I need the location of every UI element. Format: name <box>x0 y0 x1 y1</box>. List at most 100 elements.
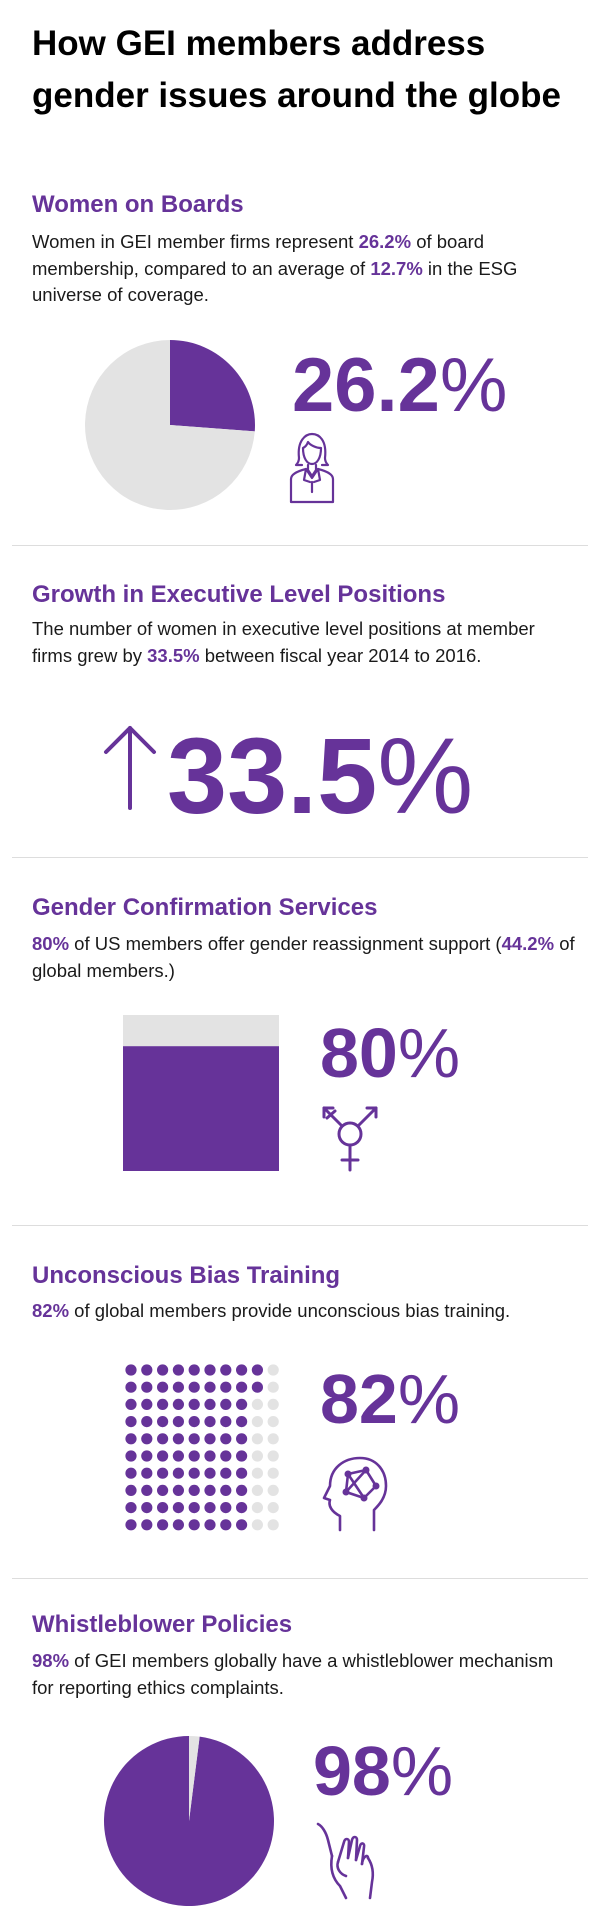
section-heading-women-on-boards: Women on Boards <box>32 191 244 218</box>
dot <box>220 1433 232 1445</box>
dot <box>125 1398 137 1410</box>
gender-confirmation-bar-chart <box>123 1015 279 1171</box>
text-part: between fiscal year 2014 to 2016. <box>199 644 482 666</box>
dot <box>220 1364 232 1376</box>
dot <box>188 1433 200 1445</box>
whistleblower-pie-chart <box>104 1736 275 1906</box>
big-number-value: 80 <box>320 1014 398 1092</box>
section-divider <box>12 857 588 858</box>
dot <box>236 1398 248 1410</box>
dot <box>188 1381 200 1393</box>
dot <box>236 1502 248 1514</box>
page-title: How GEI members address gender issues ar… <box>32 24 561 115</box>
dot <box>204 1433 216 1445</box>
dot <box>204 1502 216 1514</box>
dot <box>267 1416 279 1428</box>
dot <box>220 1502 232 1514</box>
dot <box>236 1416 248 1428</box>
women-on-boards-big-number: 26.2% <box>292 348 508 424</box>
dot <box>157 1519 169 1531</box>
whistleblower-big-number: 98% <box>313 1736 453 1806</box>
dot <box>172 1519 184 1531</box>
dot <box>125 1381 137 1393</box>
dot <box>251 1450 263 1462</box>
section-heading-bias-training: Unconscious Bias Training <box>32 1262 341 1289</box>
text-part: of GEI members globally have a whistlebl… <box>32 1650 554 1698</box>
dot <box>220 1484 232 1496</box>
dot <box>251 1433 263 1445</box>
women-on-boards-pie-chart <box>85 340 255 510</box>
dot <box>236 1381 248 1393</box>
section-text-whistleblower: 98% of GEI members globally have a whist… <box>32 1648 577 1701</box>
dot <box>251 1416 263 1428</box>
dot <box>188 1450 200 1462</box>
dot <box>220 1416 232 1428</box>
dot <box>141 1502 153 1514</box>
dot <box>267 1519 279 1531</box>
dot <box>267 1381 279 1393</box>
section-heading-growth-executive: Growth in Executive Level Positions <box>32 581 446 608</box>
text-part: of US members offer gender reassignment … <box>69 933 502 954</box>
dot <box>125 1519 137 1531</box>
pie-slice <box>104 1736 275 1906</box>
text-highlight: 44.2% <box>501 933 555 954</box>
dot <box>125 1450 137 1462</box>
dot <box>141 1381 153 1393</box>
growth-big-number: 33.5% <box>167 722 473 830</box>
dot <box>220 1398 232 1410</box>
dot <box>141 1450 153 1462</box>
big-number-value: 26.2 <box>292 343 440 428</box>
dot <box>157 1416 169 1428</box>
dot <box>172 1450 184 1462</box>
dot <box>267 1433 279 1445</box>
percent-sign: % <box>377 715 474 836</box>
text-highlight: 26.2% <box>358 231 412 252</box>
section-text-women-on-boards: Women in GEI member firms represent 26.2… <box>32 229 577 309</box>
percent-sign: % <box>397 1014 461 1092</box>
dot <box>236 1364 248 1376</box>
dot <box>141 1398 153 1410</box>
text-highlight: 82% <box>32 1300 70 1321</box>
dot <box>157 1381 169 1393</box>
businesswoman-icon <box>289 432 335 504</box>
dot <box>236 1450 248 1462</box>
text-part: in the ESG universe of coverage. <box>32 257 518 306</box>
dot <box>204 1450 216 1462</box>
dot <box>267 1467 279 1479</box>
gender-confirmation-big-number: 80% <box>320 1018 460 1088</box>
pie-slice <box>85 340 255 510</box>
percent-sign: % <box>390 1732 454 1810</box>
dot <box>141 1364 153 1376</box>
text-highlight: 33.5% <box>147 644 200 666</box>
text-part: of board membership, compared to an aver… <box>32 231 485 279</box>
text-part: Women in GEI member firms represent <box>32 231 359 252</box>
dot <box>267 1398 279 1410</box>
dot <box>157 1502 169 1514</box>
dot <box>251 1398 263 1410</box>
dot <box>236 1467 248 1479</box>
dot <box>188 1416 200 1428</box>
text-highlight: 12.7% <box>370 257 423 279</box>
whistleblower-hand-icon <box>316 1822 375 1900</box>
dot <box>251 1484 263 1496</box>
dot <box>157 1484 169 1496</box>
dot <box>141 1433 153 1445</box>
big-number-value: 98 <box>313 1732 391 1810</box>
dot <box>172 1502 184 1514</box>
dot <box>188 1519 200 1531</box>
dot <box>204 1484 216 1496</box>
dot <box>236 1484 248 1496</box>
dot <box>236 1433 248 1445</box>
dot <box>251 1364 263 1376</box>
section-heading-whistleblower: Whistleblower Policies <box>32 1611 293 1638</box>
dot <box>125 1433 137 1445</box>
dot <box>251 1519 263 1531</box>
dot <box>157 1467 169 1479</box>
bias-training-big-number: 82% <box>320 1364 460 1434</box>
dot <box>157 1433 169 1445</box>
section-text-bias-training: 82% of global members provide unconsciou… <box>32 1298 577 1325</box>
pie-slice <box>189 1736 200 1821</box>
big-number-value: 82 <box>320 1360 398 1438</box>
dot <box>267 1364 279 1376</box>
dot <box>125 1502 137 1514</box>
